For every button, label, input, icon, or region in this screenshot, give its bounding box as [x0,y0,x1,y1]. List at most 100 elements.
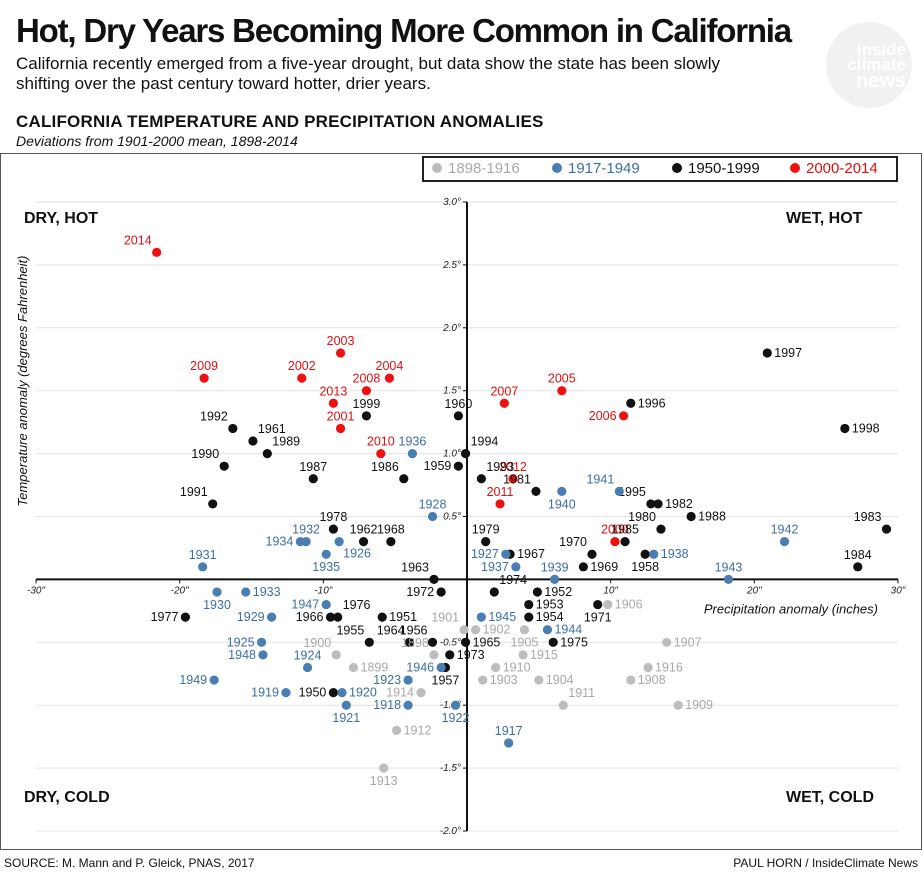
point-label: 1922 [442,711,470,725]
point-label: 1924 [294,648,322,662]
point-label: 1995 [618,485,646,499]
point-label: 1938 [661,547,689,561]
source-note: SOURCE: M. Mann and P. Gleick, PNAS, 201… [4,856,255,870]
data-point [450,700,461,710]
point-label: 1979 [472,523,500,537]
data-point [643,662,653,673]
point-label: 1963 [401,560,429,574]
data-point [267,612,277,622]
point-label: 1992 [200,409,228,423]
data-point [219,461,229,471]
legend-label: 1950-1999 [688,160,760,177]
data-point [460,449,471,459]
data-point [626,675,636,685]
quadrant-label-dry-cold: DRY, COLD [24,789,110,806]
data-point [258,650,268,660]
data-point [640,549,650,559]
legend-item-1898-1916: 1898-1916 [432,160,520,177]
data-point [364,637,374,647]
point-label: 1953 [536,598,564,612]
point-label: 1986 [371,460,399,474]
point-label: 2011 [487,485,514,499]
data-point [840,423,850,434]
legend-swatch [552,163,562,173]
y-tick-label: 2.0° [442,323,461,334]
data-point [453,461,463,471]
data-point [453,411,463,421]
data-point [723,574,734,585]
point-label: 1956 [400,623,428,637]
point-label: 1965 [473,635,501,649]
data-point [341,700,351,710]
y-tick-label: 1.5° [443,386,461,397]
data-point [281,688,291,698]
data-point [626,398,636,408]
data-point [478,675,488,685]
data-point [328,524,338,534]
data-point [436,587,446,597]
point-label: 1918 [373,698,401,712]
point-label: 1927 [471,547,499,561]
logo-wordmark: inside climate news [836,41,906,91]
data-point [256,637,267,647]
data-point [508,474,518,484]
data-point [491,662,501,673]
point-label: 1999 [353,397,381,411]
point-label: 1932 [292,523,320,537]
data-point [152,247,162,257]
point-label: 2006 [589,409,617,423]
data-point [686,511,696,522]
data-point [198,562,208,572]
page-title: Hot, Dry Years Becoming More Common in C… [16,12,792,49]
point-label: 1975 [560,635,588,649]
point-label: 1921 [332,711,360,725]
data-point [208,499,218,509]
point-label: 1985 [611,523,639,537]
point-label: 1934 [266,535,294,549]
legend-item-1917-1949: 1917-1949 [552,160,640,177]
data-point [662,637,672,647]
point-label: 1967 [517,547,545,561]
data-point [348,662,359,673]
point-label: 2003 [327,334,355,348]
point-label: 1990 [191,447,219,461]
data-point [328,688,338,698]
data-point [557,386,567,396]
point-label: 1928 [419,498,447,512]
point-label: 1962 [350,523,378,537]
data-point [358,537,369,547]
quadrant-label-wet-hot: WET, HOT [786,210,863,227]
legend-item-2000-2014: 2000-2014 [790,160,878,177]
data-point [542,625,553,635]
point-label: 1939 [541,560,569,574]
legend-swatch [672,163,682,173]
data-point [302,662,313,673]
point-label: 2012 [499,460,527,474]
data-point [404,637,415,647]
legend-label: 1917-1949 [568,160,640,177]
y-tick-label: 2.5° [442,260,461,271]
point-label: 1977 [151,610,179,624]
y-tick-label: -2.0° [440,826,461,837]
data-point [361,386,372,396]
data-point [429,574,439,585]
data-point [427,637,438,647]
data-point [403,700,413,710]
point-label: 1988 [698,510,726,524]
point-label: 1982 [665,497,693,511]
point-label: 1969 [590,560,618,574]
chart-subtitle: Deviations from 1901-2000 mean, 1898-201… [16,133,298,149]
point-label: 1941 [586,472,614,486]
point-label: 1968 [377,523,405,537]
legend-label: 2000-2014 [806,160,878,177]
point-label: 2004 [376,359,404,373]
point-label: 1910 [503,660,531,674]
point-label: 1930 [203,598,231,612]
point-label: 1949 [179,673,207,687]
point-label: 2009 [190,359,218,373]
point-label: 1923 [373,673,401,687]
data-point [532,587,542,597]
point-label: 1901 [431,611,459,625]
data-point [180,612,191,622]
data-point [337,688,347,698]
